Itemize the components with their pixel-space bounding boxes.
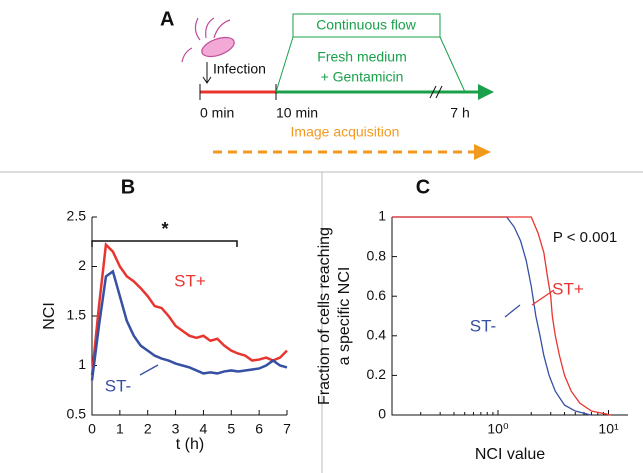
series-line (90, 242, 288, 376)
series-label: ST+ (174, 271, 206, 290)
series-line (392, 216, 612, 416)
series-line (90, 269, 288, 381)
y-tick-label: 2.5 (67, 208, 87, 224)
y-axis-label: NCI (41, 302, 58, 330)
annotation: * (161, 219, 168, 239)
series-label: ST- (105, 376, 131, 395)
y-tick-label: 1.5 (67, 307, 87, 323)
x-axis-label: t (h) (176, 436, 204, 453)
label: 10 min (276, 105, 318, 121)
label: 0 min (200, 105, 234, 121)
y-tick-label: 0.8 (367, 247, 387, 263)
box (292, 13, 441, 38)
connector (275, 36, 466, 93)
bacterium (181, 17, 235, 63)
y-tick-label: 0.2 (367, 366, 387, 382)
x-tick-label: 6 (255, 421, 263, 437)
arrow-head (474, 144, 491, 160)
annotation: P < 0.001 (553, 229, 617, 246)
x-tick-label: 10⁰ (487, 421, 509, 437)
series-label: ST- (470, 316, 496, 335)
axis (391, 217, 628, 416)
label: 7 h (450, 105, 469, 121)
x-tick-label: 2 (144, 421, 152, 437)
x-tick-label: 4 (200, 421, 208, 437)
panel-label: C (416, 176, 430, 198)
label-arrow (504, 304, 521, 318)
y-axis-label: a specific NCI (336, 267, 353, 366)
label: Infection (213, 61, 266, 77)
arrow-head (478, 84, 494, 100)
label: Fresh medium (317, 49, 406, 65)
y-tick-label: 1 (78, 356, 86, 372)
y-axis-label: Fraction of cells reaching (316, 227, 333, 405)
x-tick-label: 3 (172, 421, 180, 437)
x-tick-label: 1 (116, 421, 124, 437)
bracket (91, 240, 238, 247)
series-line (392, 216, 591, 416)
series-label: ST+ (552, 279, 584, 298)
y-tick-label: 1 (378, 208, 386, 224)
label-arrow (531, 289, 555, 306)
y-tick-label: 0.5 (67, 406, 87, 422)
label: + Gentamicin (321, 69, 404, 85)
y-tick-label: 0.4 (367, 327, 387, 343)
label: Continuous flow (316, 17, 417, 33)
panel-label: A (160, 8, 174, 30)
label-arrow (139, 364, 159, 376)
label: Image acquisition (291, 124, 400, 140)
y-tick-label: 2 (78, 257, 86, 273)
y-tick-label: 0 (378, 406, 386, 422)
arrow-head (202, 76, 212, 84)
x-tick-label: 5 (227, 421, 235, 437)
y-tick-label: 0.6 (367, 287, 387, 303)
x-tick-label: 10¹ (598, 421, 619, 437)
axis-break (429, 85, 443, 99)
x-axis-label: NCI value (475, 446, 545, 463)
panel-label: B (121, 176, 135, 198)
x-tick-label: 0 (88, 421, 96, 437)
x-tick-label: 7 (283, 421, 291, 437)
